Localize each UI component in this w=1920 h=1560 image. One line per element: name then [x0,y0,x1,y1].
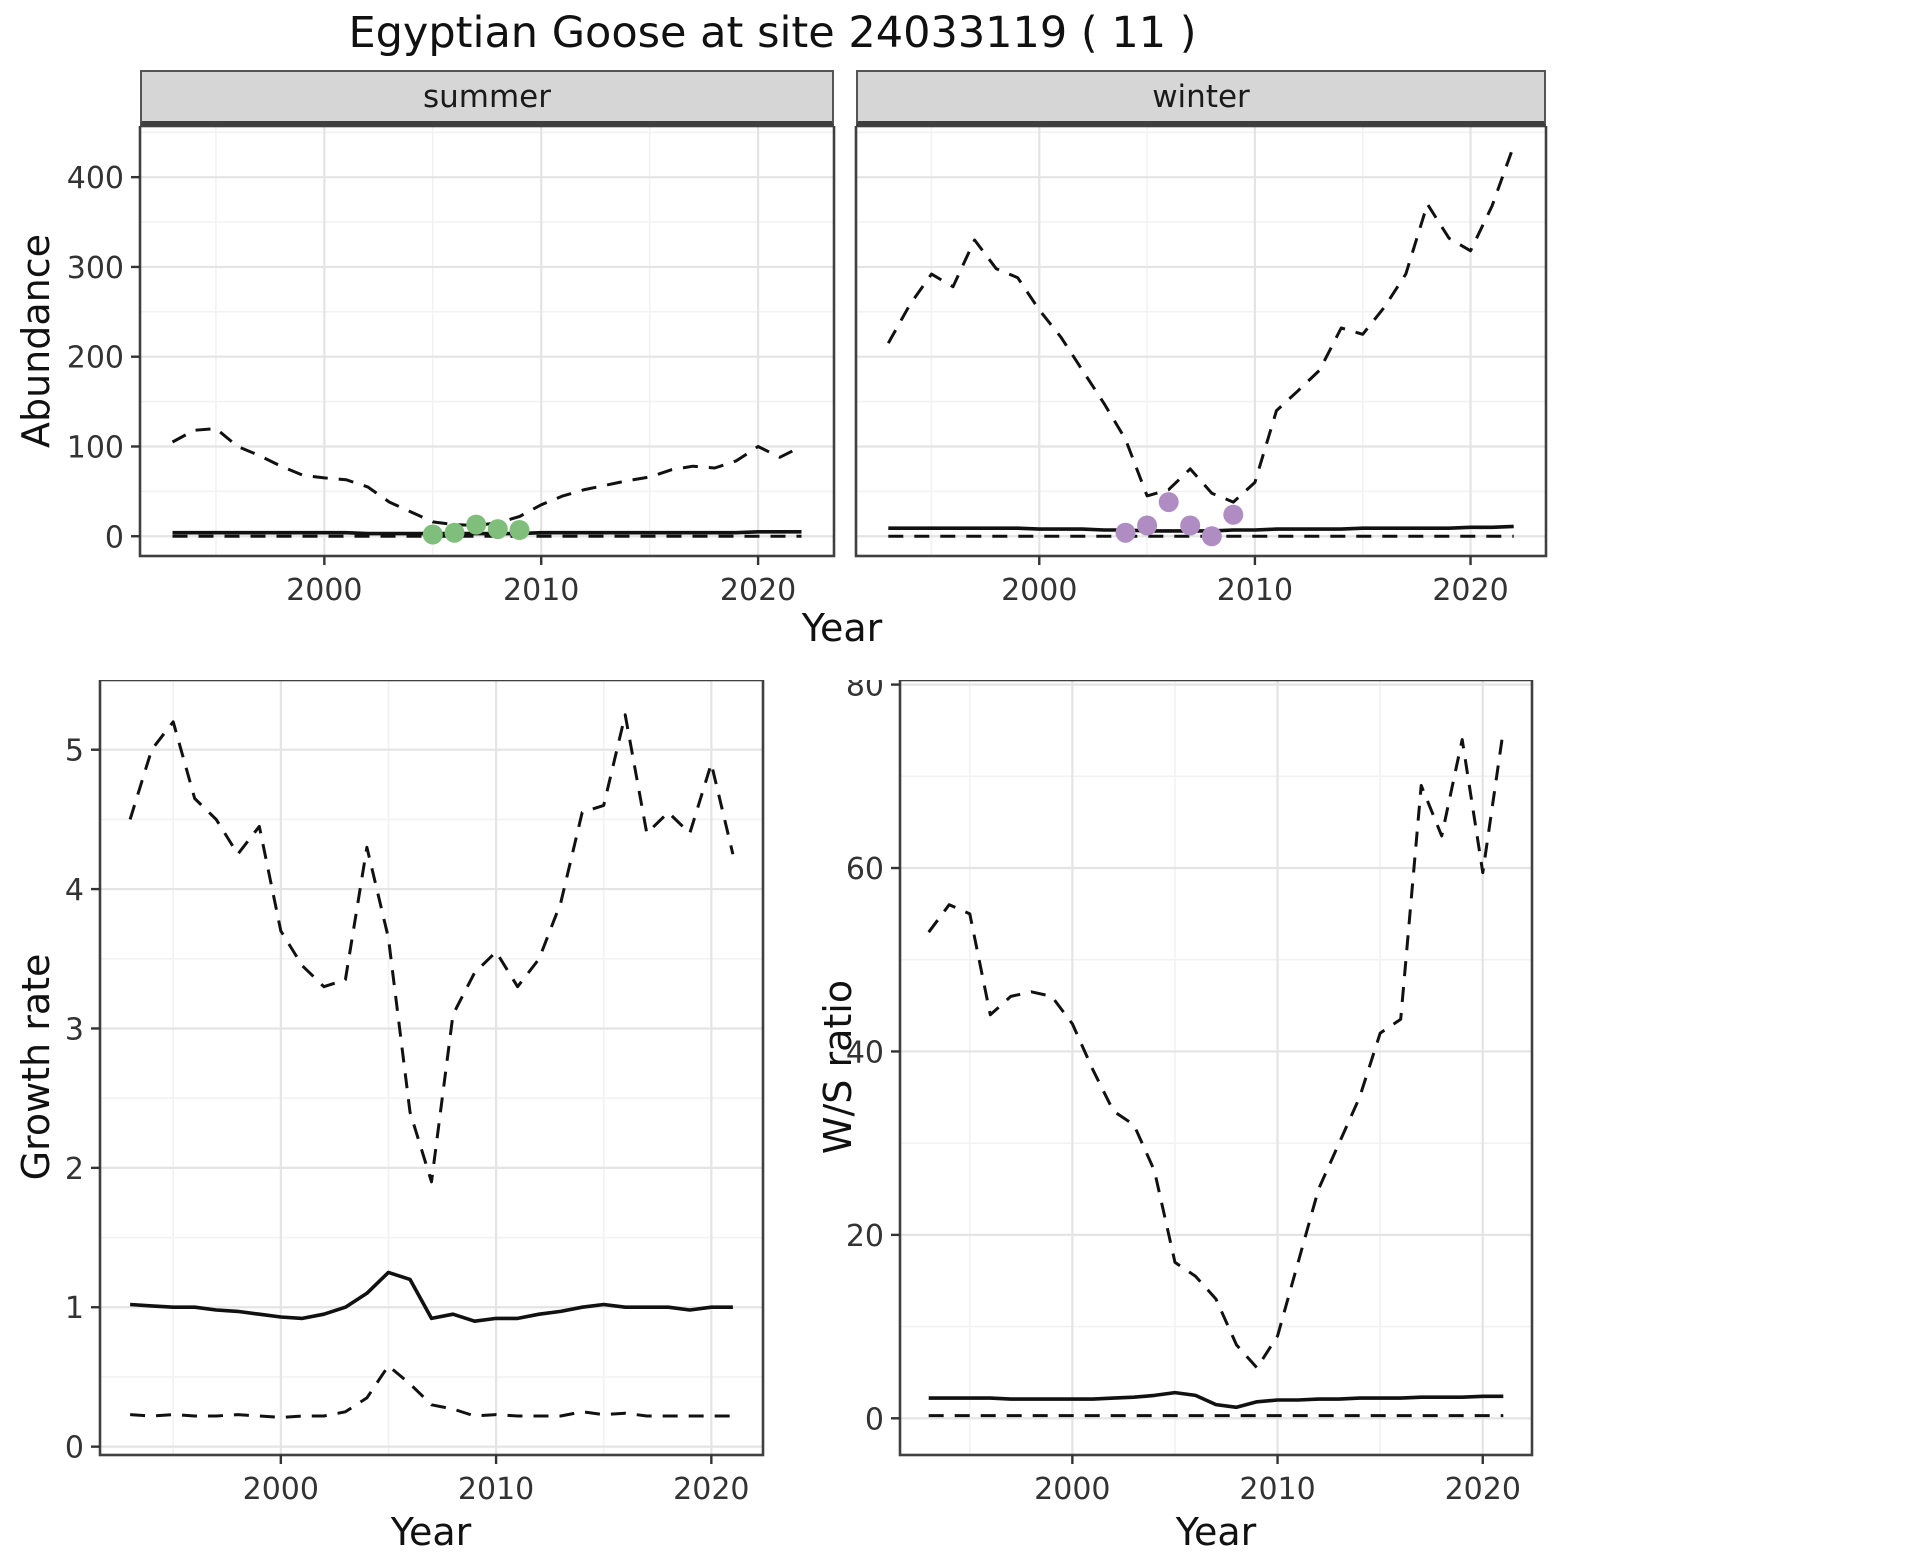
x-tick-label: 2010 [1217,573,1293,606]
ws-year-axis-label: Year [1175,1510,1257,1554]
panel-border [898,678,1534,1457]
series-upper-credible [171,427,803,527]
observed-count-point [1137,515,1158,536]
abundance-summer-svg: 2000 2010 2020 0 100 200 300 400 [67,124,836,608]
x-tick-label: 2000 [243,1472,319,1507]
y-tick-label: 20 [846,1219,884,1254]
abundance-winter-svg: 2000 2010 2020 [854,124,1548,608]
series-median [928,1390,1504,1410]
series-median [129,1270,733,1324]
observed-count-point [1158,492,1179,513]
growth-rate-panel: 2000 2010 2020 0 1 2 3 4 5 [20,678,820,1514]
x-tick-label: 2000 [286,573,362,606]
y-tick-label: 0 [865,1402,884,1437]
summer-abundance-panel: 2000 2010 2020 0 100 200 300 400 [60,124,860,610]
y-tick-label: 80 [846,680,884,704]
panel-border [854,124,1548,558]
winter-abundance-panel: 2000 2010 2020 [776,124,1576,610]
y-tick-label: 2 [65,1152,84,1187]
growth-rate-axis-label: Growth rate [14,953,58,1181]
panel-border [138,124,836,558]
y-tick-label: 200 [67,341,124,376]
facet-strip-winter: winter [856,70,1546,126]
x-tick-label: 2000 [1001,573,1077,606]
y-tick-label: 5 [65,734,84,769]
observed-count-point [487,519,508,540]
x-tick-label: 2010 [503,573,579,606]
y-tick-label: 100 [67,430,124,465]
panel-bg [900,680,1532,1455]
panel-bg [140,126,834,556]
panel-border [98,678,765,1457]
x-tick-label: 2020 [673,1472,749,1507]
series-upper-credible [128,713,735,1184]
facet-strip-summer: summer [140,70,834,126]
series-upper-credible [886,145,1516,504]
y-tick-label: 60 [846,852,884,887]
y-tick-label: 0 [65,1431,84,1466]
x-tick-label: 2020 [1445,1472,1521,1507]
ws-ratio-axis-label: W/S ratio [816,979,860,1155]
facet-label-winter: winter [1152,78,1250,115]
x-tick-label: 2010 [1239,1472,1315,1507]
panel-bg [856,126,1546,556]
series-median [172,529,802,536]
growth-rate-svg: 2000 2010 2020 0 1 2 3 4 5 [65,678,765,1507]
y-tick-label: 40 [846,1035,884,1070]
observed-count-point [1223,504,1244,525]
x-tick-label: 2010 [458,1472,534,1507]
observed-count-point [1180,515,1201,536]
observed-count-point [422,524,443,545]
x-tick-label: 2020 [1432,573,1508,606]
observed-count-point [444,522,465,543]
x-tick-label: 2020 [720,573,796,606]
observed-count-point [466,514,487,535]
series-lower-credible [130,1364,733,1419]
chart-title: Egyptian Goose at site 24033119 ( 11 ) [348,8,1197,58]
x-tick-label: 2000 [1034,1472,1110,1507]
y-tick-label: 400 [67,161,124,196]
panel-bg [100,680,763,1455]
observed-count-point [1115,522,1136,543]
y-tick-label: 4 [65,873,84,908]
ws-ratio-panel: 2000 2010 2020 0 20 40 60 80 [820,669,1620,1514]
ws-ratio-svg: 2000 2010 2020 0 20 40 60 80 [846,669,1534,1507]
y-tick-label: 300 [67,251,124,286]
growth-year-axis-label: Year [390,1510,472,1554]
abundance-axis-label: Abundance [14,233,58,449]
y-tick-label: 3 [65,1012,84,1047]
series-upper-credible [927,730,1505,1370]
observed-count-point [1201,526,1222,547]
series-median [888,524,1514,533]
top-year-axis-label: Year [801,606,883,650]
y-tick-label: 0 [105,520,124,555]
observed-count-point [509,520,530,540]
facet-label-summer: summer [422,78,551,115]
y-tick-label: 1 [65,1291,84,1326]
